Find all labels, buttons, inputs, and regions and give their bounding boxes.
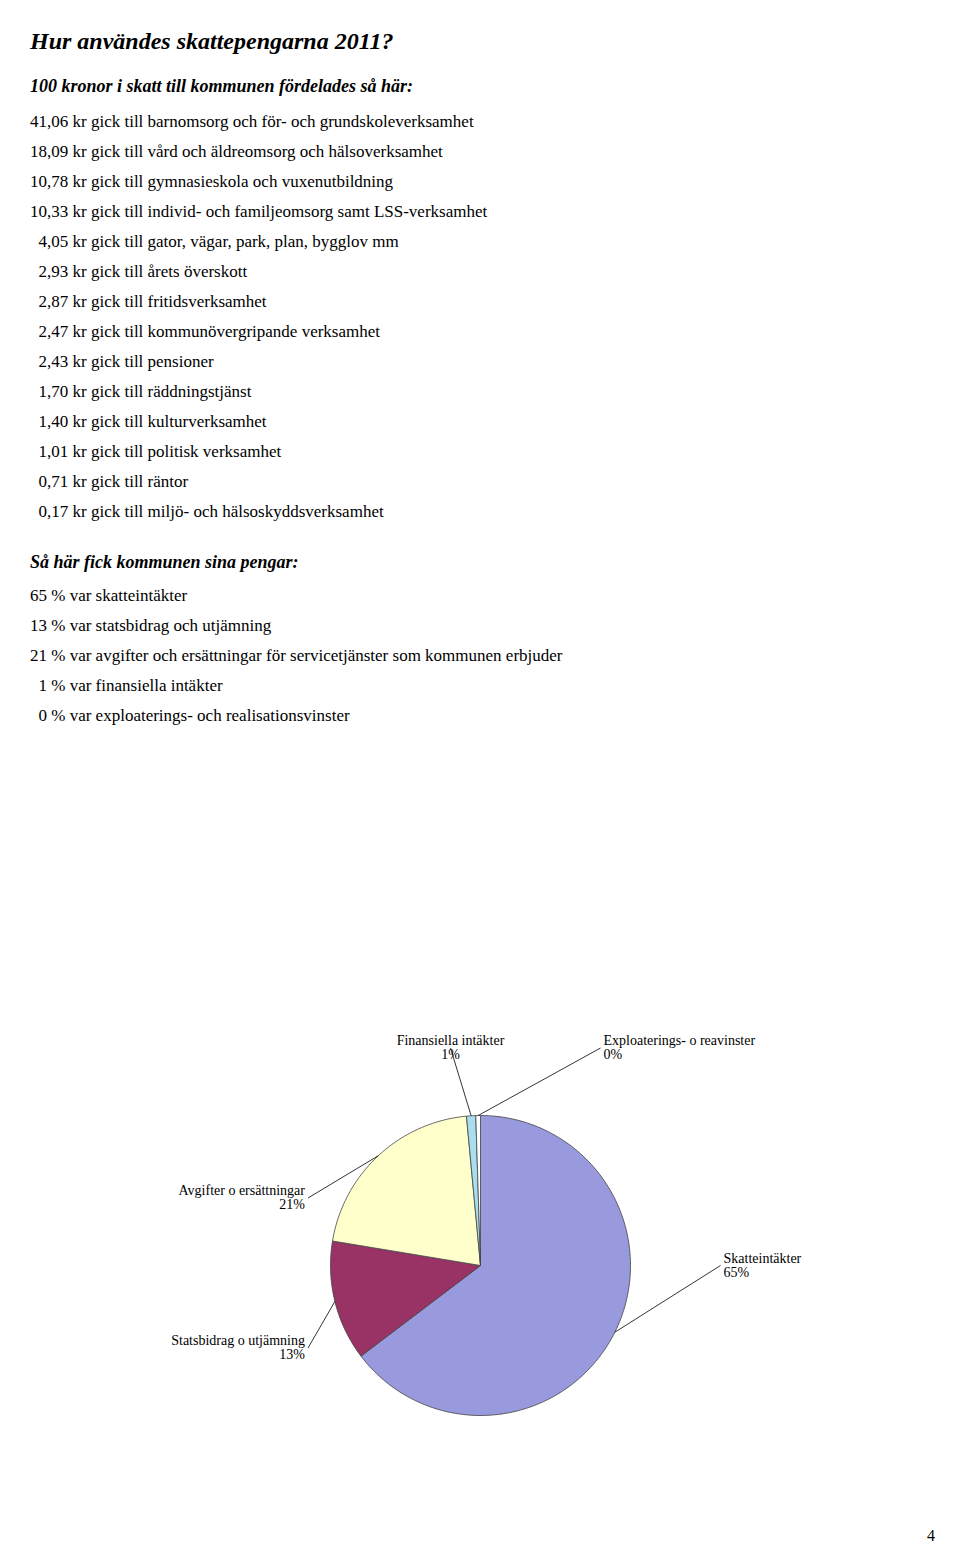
html-text:2,47 kr gick till kommunövergr: 2,47 kr gick till kommunövergripande ver…: [30, 322, 380, 341]
html-text:65 % var skatteintäkter: 65 % var skatteintäkter: [30, 586, 188, 605]
html-text:1 % var finansiella intäkter: 1 % var finansiella intäkter: [30, 676, 223, 695]
html-text:1,70 kr gick till räddningstjä: 1,70 kr gick till räddningstjänst: [30, 382, 252, 401]
svg-text:Finansiella intäkter1%: Finansiella intäkter1%: [397, 1033, 505, 1062]
html-text:21 % var avgifter och ersättni: 21 % var avgifter och ersättningar för s…: [30, 646, 563, 665]
html-text:0 % var exploaterings- och rea: 0 % var exploaterings- och realisationsv…: [30, 706, 350, 725]
svg-text:Skatteintäkter65%: Skatteintäkter65%: [724, 1251, 802, 1280]
html-text:1,40 kr gick till kulturverksa: 1,40 kr gick till kulturverksamhet: [30, 412, 267, 431]
html-text:4: 4: [927, 1527, 935, 1544]
html-text:2,43 kr gick till pensioner: 2,43 kr gick till pensioner: [30, 352, 214, 371]
html-text:0,71 kr gick till räntor: 0,71 kr gick till räntor: [30, 472, 189, 491]
html-text:2,87 kr gick till fritidsverks: 2,87 kr gick till fritidsverksamhet: [30, 292, 267, 311]
html-text:10,33 kr gick till individ- oc: 10,33 kr gick till individ- och familjeo…: [30, 202, 488, 221]
html-text:4,05 kr gick till gator, vägar: 4,05 kr gick till gator, vägar, park, pl…: [30, 232, 399, 251]
html-text:Så här fick kommunen sina peng: Så här fick kommunen sina pengar:: [30, 552, 299, 572]
svg-text:Avgifter o ersättningar21%: Avgifter o ersättningar21%: [179, 1183, 306, 1212]
html-text:2,93 kr gick till årets översk: 2,93 kr gick till årets överskott: [30, 262, 248, 281]
html-text:0,17 kr gick till miljö- och h: 0,17 kr gick till miljö- och hälsoskydds…: [30, 502, 384, 521]
html-text:100 kronor i skatt till kommun: 100 kronor i skatt till kommunen fördela…: [30, 76, 414, 96]
svg-text:Statsbidrag o utjämning13%: Statsbidrag o utjämning13%: [171, 1333, 305, 1362]
html-text:Hur användes skattepengarna 20: Hur användes skattepengarna 2011?: [30, 28, 394, 54]
html-text:1,01 kr gick till politisk ver: 1,01 kr gick till politisk verksamhet: [30, 442, 282, 461]
html-text:13 % var statsbidrag och utjäm: 13 % var statsbidrag och utjämning: [30, 616, 272, 635]
html-text:10,78 kr gick till gymnasiesko: 10,78 kr gick till gymnasieskola och vux…: [30, 172, 394, 191]
html-text:41,06 kr gick till barnomsorg: 41,06 kr gick till barnomsorg och för- o…: [30, 112, 474, 131]
html-text:18,09 kr gick till vård och äl: 18,09 kr gick till vård och äldreomsorg …: [30, 142, 443, 161]
svg-text:Exploaterings- o reavinster0%: Exploaterings- o reavinster0%: [604, 1033, 756, 1062]
